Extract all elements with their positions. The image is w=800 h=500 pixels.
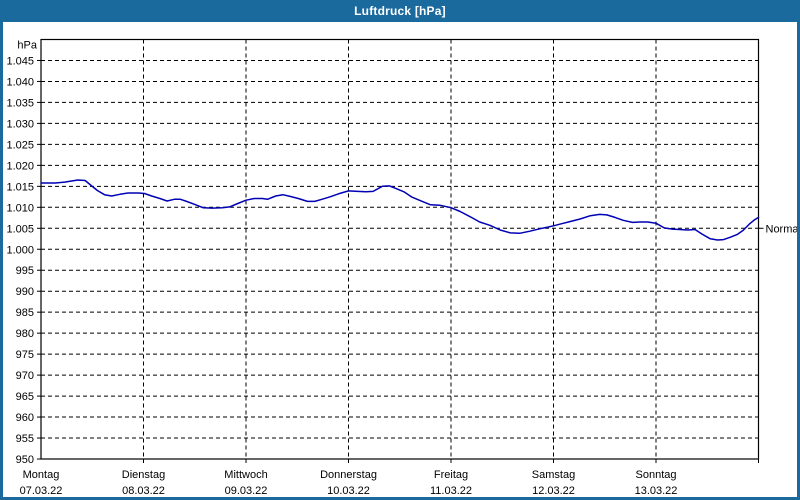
normal-marker-label: Normal — [766, 223, 800, 235]
x-axis-day-label: Sonntag — [636, 469, 677, 481]
y-axis-label: 1.005 — [6, 223, 34, 235]
x-axis-day-label: Samstag — [532, 469, 575, 481]
y-axis-label: 1.010 — [6, 202, 34, 214]
y-axis-label: 985 — [16, 307, 34, 319]
y-axis-label: 965 — [16, 391, 34, 403]
x-axis-date-label: 12.03.22 — [532, 485, 575, 497]
y-axis-label: 1.040 — [6, 76, 34, 88]
y-axis-label: 995 — [16, 265, 34, 277]
x-axis-date-label: 09.03.22 — [225, 485, 268, 497]
x-axis-day-label: Montag — [23, 469, 60, 481]
y-axis-label: 1.000 — [6, 244, 34, 256]
x-axis-date-label: 10.03.22 — [327, 485, 370, 497]
window-title: Luftdruck [hPa] — [0, 0, 800, 22]
y-axis-label: 980 — [16, 328, 34, 340]
x-axis-date-label: 07.03.22 — [20, 485, 63, 497]
y-axis-unit-label: hPa — [17, 40, 37, 52]
x-axis-date-label: 13.03.22 — [635, 485, 678, 497]
plot-border — [40, 38, 760, 460]
y-axis-label: 990 — [16, 286, 34, 298]
y-axis-label: 1.045 — [6, 55, 34, 67]
x-axis-date-label: 11.03.22 — [430, 485, 472, 497]
pressure-line — [40, 179, 760, 241]
y-axis-label: 975 — [16, 349, 34, 361]
y-axis-label: 1.015 — [6, 181, 34, 193]
y-axis-label: 950 — [16, 454, 34, 466]
x-axis-day-label: Donnerstag — [320, 469, 377, 481]
x-axis-day-label: Mittwoch — [224, 469, 267, 481]
x-axis-day-label: Dienstag — [122, 469, 165, 481]
y-axis-label: 1.025 — [6, 139, 34, 151]
y-axis-label: 1.035 — [6, 97, 34, 109]
y-axis-label: 970 — [16, 370, 34, 382]
x-axis-day-label: Freitag — [434, 469, 468, 481]
y-axis-label: 1.020 — [6, 160, 34, 172]
y-axis-label: 960 — [16, 412, 34, 424]
y-axis-label: 955 — [16, 433, 34, 445]
x-axis-date-label: 08.03.22 — [122, 485, 165, 497]
y-axis-label: 1.030 — [6, 118, 34, 130]
